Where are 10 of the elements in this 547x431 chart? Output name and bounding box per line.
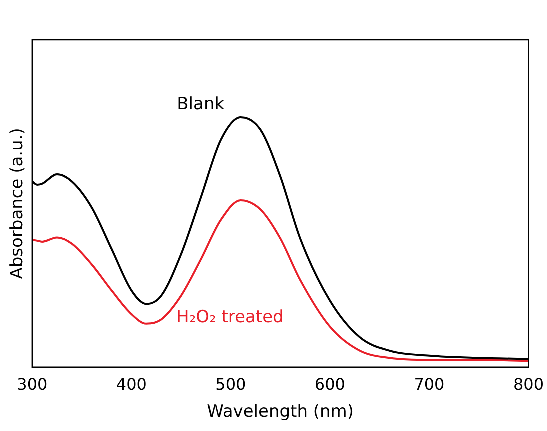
x-tick-label: 600 <box>314 375 346 394</box>
x-axis-title: Wavelength (nm) <box>207 402 354 422</box>
x-tick-label: 500 <box>216 375 246 394</box>
x-tick-label: 400 <box>116 375 147 394</box>
x-tick-label: 700 <box>414 375 445 394</box>
x-tick-label: 800 <box>513 375 544 394</box>
series-label: Blank <box>177 94 225 114</box>
series-label: H₂O₂ treated <box>176 307 284 328</box>
x-tick-label: 300 <box>17 375 48 394</box>
y-axis-title: Absorbance (a.u.) <box>8 128 28 280</box>
